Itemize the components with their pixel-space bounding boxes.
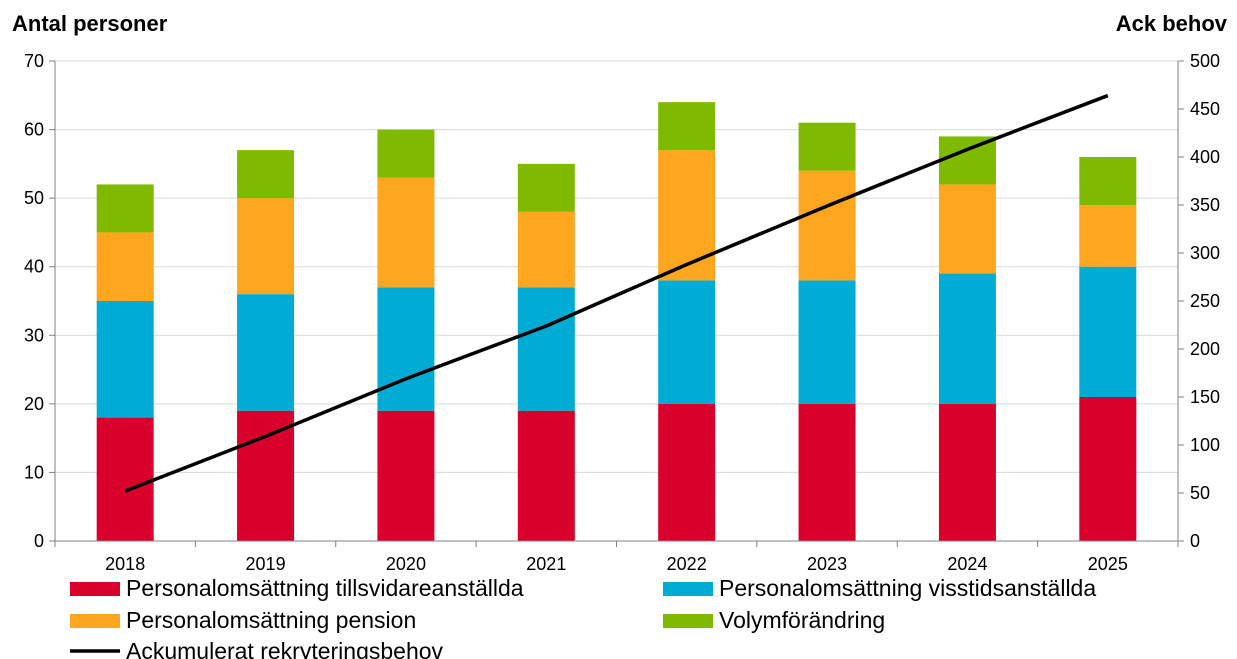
legend-label: Ackumulerat rekryteringsbehov (126, 638, 444, 659)
legend-label: Volymförändring (719, 607, 885, 633)
x-tick-label: 2023 (807, 554, 847, 574)
bar-segment (96, 232, 154, 301)
x-tick-label: 2022 (667, 554, 707, 574)
bar-segment (938, 403, 996, 541)
right-tick-label: 450 (1190, 99, 1220, 119)
left-tick-label: 0 (34, 531, 44, 551)
bar-segment (798, 280, 856, 404)
left-axis-title: Antal personer (12, 11, 168, 36)
bar-segment (517, 211, 575, 288)
bar-segment (1079, 205, 1137, 267)
bar-segment (938, 136, 996, 185)
right-tick-label: 200 (1190, 339, 1220, 359)
bar-segment (237, 410, 295, 541)
tick-labels: 0 10 20 30 40 50 60 70 0 50 100 150 200 250 300 350 400 4… (24, 51, 1220, 574)
bar-segment (658, 102, 716, 151)
left-tick-label: 40 (24, 257, 44, 277)
legend-swatch (663, 582, 713, 596)
bar-segment (658, 150, 716, 281)
legend-swatch (70, 614, 120, 628)
axes (49, 60, 1184, 547)
legend-label: Personalomsättning pension (126, 607, 416, 633)
bar-segment (517, 287, 575, 411)
bar-segment (517, 410, 575, 541)
cumulative-recruitment-line (124, 93, 1109, 493)
right-tick-label: 500 (1190, 51, 1220, 71)
right-tick-label: 350 (1190, 195, 1220, 215)
right-tick-label: 300 (1190, 243, 1220, 263)
bars (96, 102, 1137, 541)
bar-segment (237, 198, 295, 295)
bar-segment (377, 129, 435, 178)
x-tick-label: 2025 (1088, 554, 1128, 574)
bar-segment (798, 122, 856, 171)
right-tick-label: 150 (1190, 387, 1220, 407)
bar-segment (938, 273, 996, 404)
legend-label: Personalomsättning visstidsanställda (719, 575, 1096, 601)
bar-segment (96, 301, 154, 418)
bar-segment (237, 150, 295, 199)
right-axis-title: Ack behov (1116, 11, 1228, 36)
bar-segment (1079, 266, 1137, 397)
right-tick-label: 400 (1190, 147, 1220, 167)
legend-label: Personalomsättning tillsvidareanställda (126, 575, 524, 601)
x-tick-label: 2021 (526, 554, 566, 574)
bar-segment (237, 294, 295, 411)
bar-segment (377, 177, 435, 288)
legend-swatch (70, 582, 120, 596)
left-tick-label: 70 (24, 51, 44, 71)
x-tick-label: 2018 (105, 554, 145, 574)
bar-segment (1079, 397, 1137, 541)
bar-segment (517, 163, 575, 212)
right-tick-label: 100 (1190, 435, 1220, 455)
right-tick-label: 250 (1190, 291, 1220, 311)
bar-segment (96, 184, 154, 233)
bar-segment (1079, 157, 1137, 205)
bar-segment (798, 403, 856, 541)
left-tick-label: 10 (24, 462, 44, 482)
bar-segment (658, 280, 716, 404)
cumulative-line (124, 93, 1109, 493)
left-tick-label: 60 (24, 120, 44, 140)
x-tick-label: 2020 (386, 554, 426, 574)
right-tick-label: 0 (1190, 531, 1200, 551)
legend-swatch (663, 614, 713, 628)
x-tick-label: 2024 (947, 554, 987, 574)
bar-segment (377, 410, 435, 541)
left-tick-label: 30 (24, 325, 44, 345)
bar-segment (938, 184, 996, 274)
x-tick-label: 2019 (246, 554, 286, 574)
right-tick-label: 50 (1190, 483, 1210, 503)
gridlines (55, 60, 1178, 473)
legend: Personalomsättning tillsvidareanställda P… (70, 575, 1096, 659)
bar-segment (798, 170, 856, 281)
bar-segment (96, 417, 154, 541)
left-tick-label: 50 (24, 188, 44, 208)
left-tick-label: 20 (24, 394, 44, 414)
bar-segment (658, 403, 716, 541)
bar-segment (377, 287, 435, 411)
